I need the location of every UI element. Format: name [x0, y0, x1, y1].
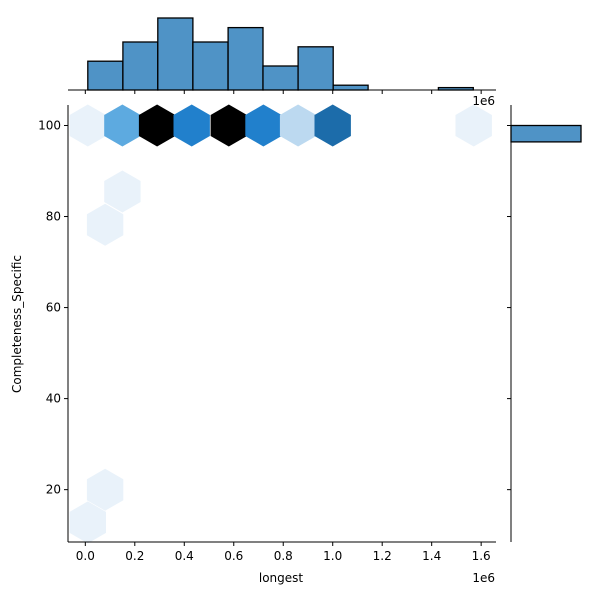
top-hist-bar-2 [157, 17, 194, 91]
top-hist-bar-1 [122, 41, 159, 91]
x-tick-label-6: 1.2 [373, 549, 392, 563]
y-tick-label-1: 40 [46, 392, 61, 406]
x-offset-label: 1e6 [472, 571, 495, 585]
hexbin-cell-3 [173, 104, 210, 147]
x-tick-label-7: 1.4 [422, 549, 441, 563]
x-axis-label: longest [259, 571, 304, 585]
top-hist-offset-label: 1e6 [472, 94, 495, 108]
top-hist-bar-7 [332, 84, 369, 91]
y-tick-label-4: 100 [38, 118, 61, 132]
y-tick-label-2: 60 [46, 301, 61, 315]
y-axis-label: Completeness_Specific [10, 255, 24, 393]
hexbin-cell-0 [69, 104, 106, 147]
x-tick-label-3: 0.6 [224, 549, 243, 563]
top-histogram [68, 17, 496, 94]
x-tick-label-5: 1.0 [323, 549, 342, 563]
hexbin-cell-11 [86, 468, 124, 511]
hexbin-cell-1 [104, 104, 141, 147]
top-hist-bar-0 [87, 60, 124, 91]
x-tick-label-8: 1.6 [472, 549, 491, 563]
hexbin-cell-10 [86, 203, 124, 246]
axes: 0.0 0.2 0.4 0.6 0.8 1.0 1.2 1.4 1.6 20 40 60 80 100 [38, 105, 496, 563]
top-hist-bar-5 [262, 65, 299, 91]
top-hist-bar-3 [192, 41, 229, 91]
hexbin-cell-2 [138, 104, 176, 147]
hexbin-cell-6 [279, 104, 317, 147]
y-tick-label-3: 80 [46, 210, 61, 224]
hexbin-layer [69, 104, 492, 544]
x-tick-label-0: 0.0 [76, 549, 95, 563]
x-tick-label-2: 0.4 [175, 549, 194, 563]
hexbin-cell-9 [104, 170, 141, 213]
hexbin-cell-12 [69, 501, 106, 544]
hexbin-cell-4 [210, 104, 247, 147]
y-tick-label-0: 20 [46, 483, 61, 497]
x-tick-label-4: 0.8 [274, 549, 293, 563]
right-histogram [507, 105, 582, 542]
hexbin-cell-5 [245, 104, 282, 147]
hexbin-cell-8 [455, 104, 492, 147]
right-hist-bar-0 [510, 124, 582, 143]
top-hist-bar-4 [227, 26, 264, 91]
top-hist-bar-6 [297, 46, 334, 91]
hexbin-cell-7 [314, 104, 351, 147]
x-tick-label-1: 0.2 [125, 549, 144, 563]
